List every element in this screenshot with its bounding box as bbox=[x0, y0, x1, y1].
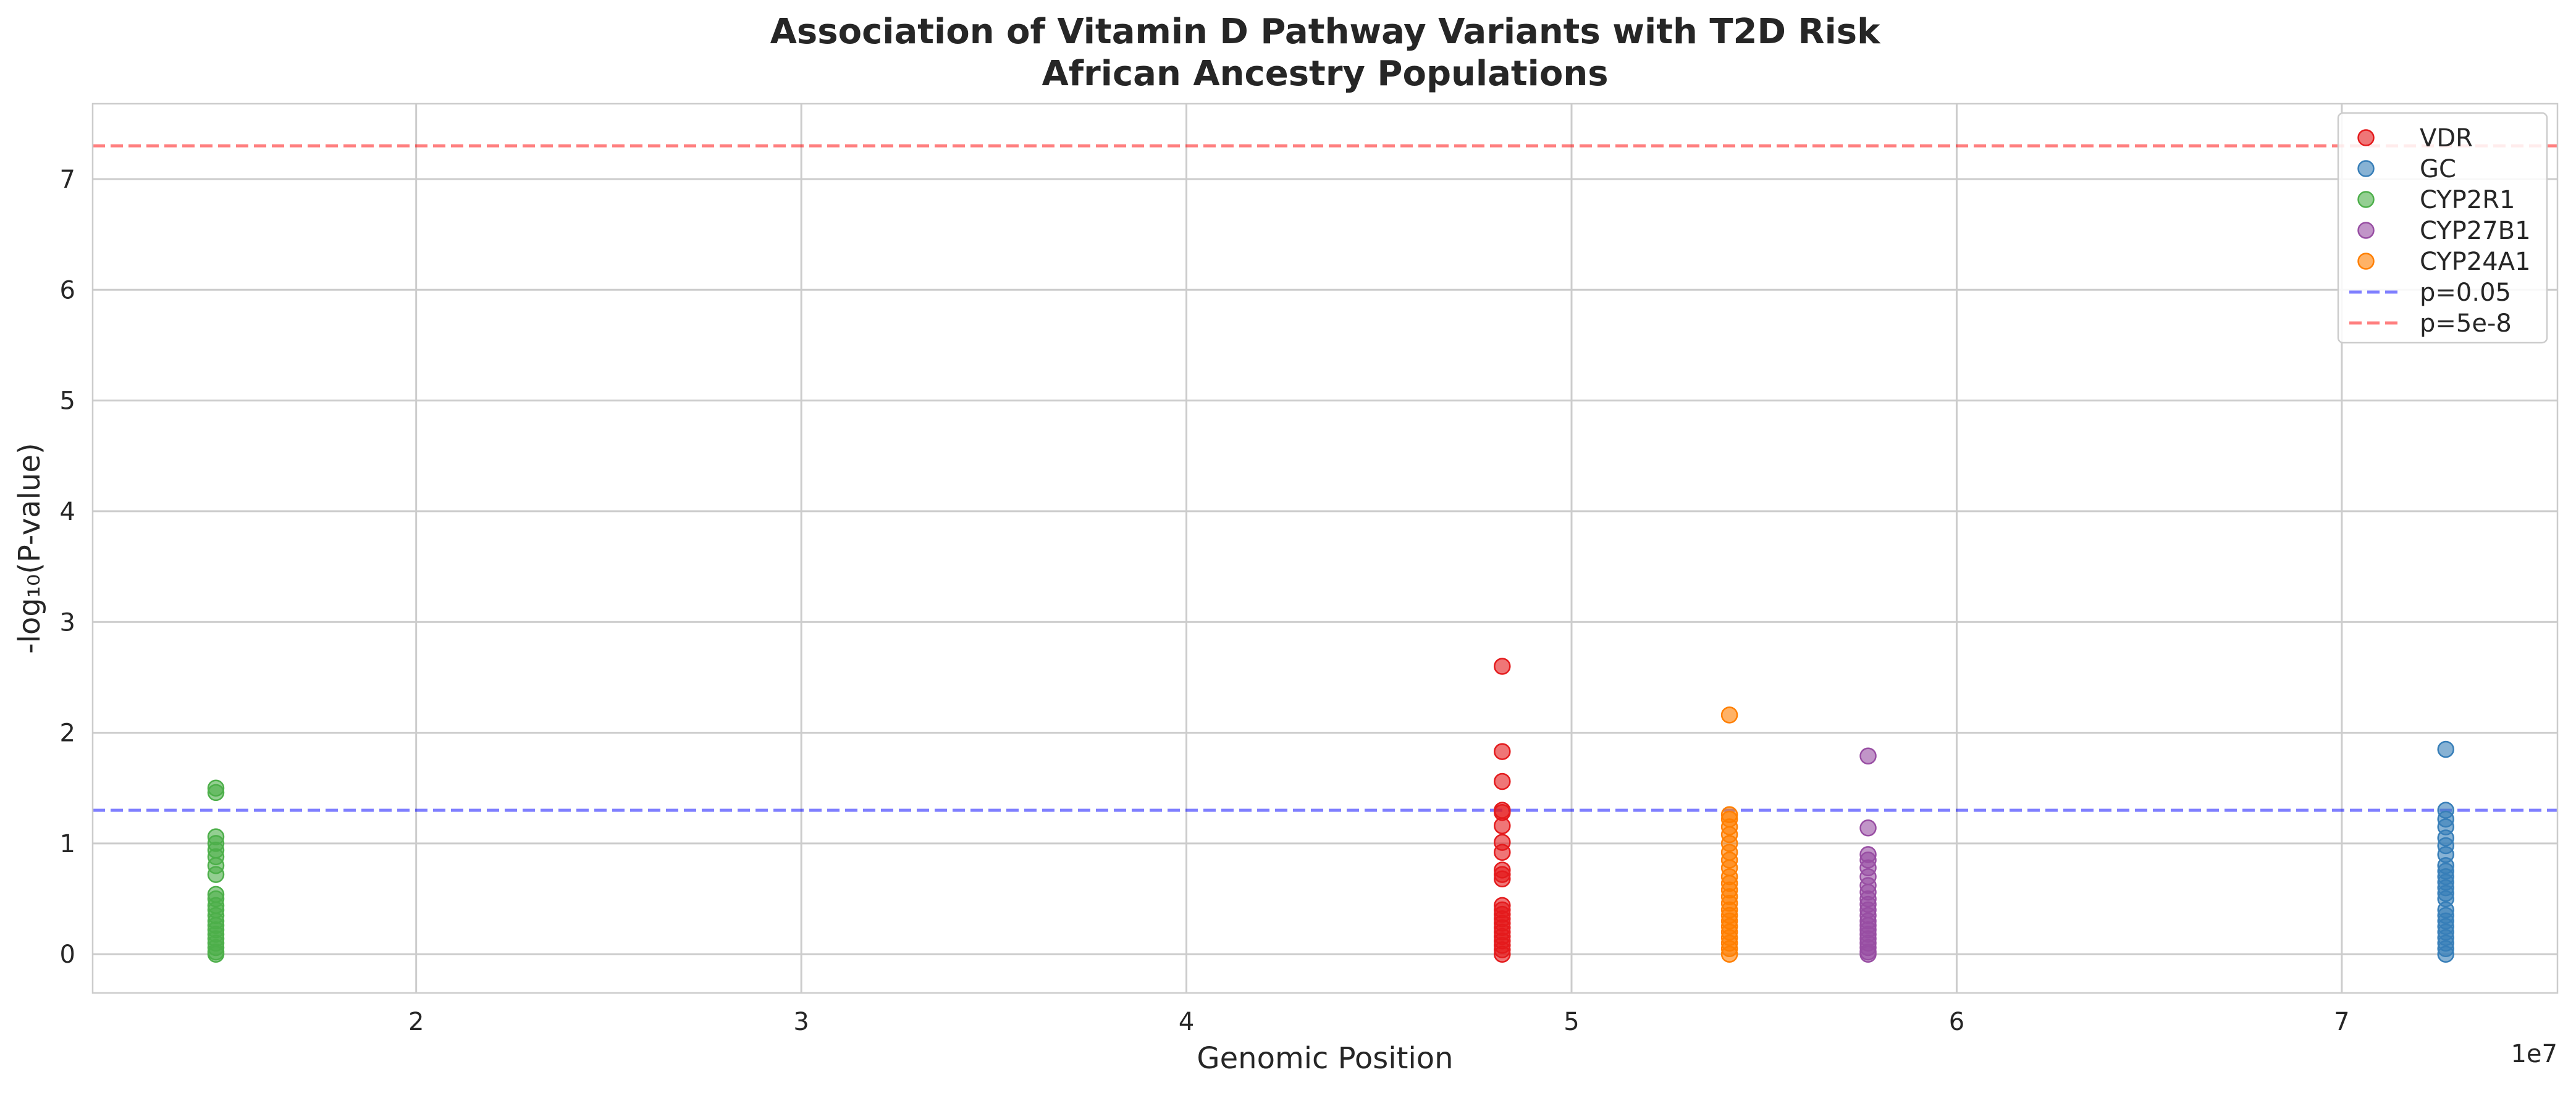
legend-label-cyp24a1: CYP24A1 bbox=[2420, 248, 2531, 276]
point-vdr bbox=[1494, 773, 1511, 790]
legend-label-gc: GC bbox=[2420, 155, 2456, 183]
y-tick-label: 0 bbox=[60, 940, 75, 969]
point-cyp24a1 bbox=[1720, 945, 1738, 963]
x-axis-offset: 1e7 bbox=[2511, 1040, 2557, 1068]
x-tick-label: 3 bbox=[793, 1008, 809, 1036]
point-cyp2r1 bbox=[207, 945, 225, 963]
point-vdr bbox=[1494, 743, 1511, 760]
point-cyp27b1 bbox=[1859, 945, 1877, 963]
point-vdr bbox=[1494, 870, 1511, 888]
y-tick-label: 7 bbox=[60, 165, 75, 194]
legend-label-vdr: VDR bbox=[2420, 124, 2473, 153]
point-vdr bbox=[1494, 658, 1511, 675]
legend-label-p=0.05: p=0.05 bbox=[2420, 278, 2511, 307]
legend-label-cyp27b1: CYP27B1 bbox=[2420, 217, 2531, 245]
y-tick-label: 4 bbox=[60, 498, 75, 526]
y-tick-label: 5 bbox=[60, 387, 75, 416]
chart-title: Association of Vitamin D Pathway Variant… bbox=[770, 12, 1882, 52]
y-axis-label: -log₁₀(P-value) bbox=[12, 443, 47, 653]
legend-marker-cyp27b1 bbox=[2357, 222, 2375, 239]
chart-subtitle: African Ancestry Populations bbox=[1042, 54, 1608, 94]
x-tick-label: 4 bbox=[1179, 1008, 1194, 1036]
legend-box bbox=[2337, 112, 2548, 344]
legend-label-p=5e-8: p=5e-8 bbox=[2420, 309, 2512, 338]
y-tick-label: 3 bbox=[60, 608, 75, 637]
legend-label-cyp2r1: CYP2R1 bbox=[2420, 186, 2515, 214]
point-gc bbox=[2437, 945, 2454, 963]
plot-background bbox=[93, 104, 2557, 993]
x-axis-label: Genomic Position bbox=[1197, 1041, 1453, 1076]
y-tick-label: 1 bbox=[60, 830, 75, 858]
x-tick-label: 5 bbox=[1564, 1008, 1579, 1036]
point-cyp2r1 bbox=[207, 784, 225, 802]
legend-marker-cyp2r1 bbox=[2357, 191, 2375, 208]
reference-lines bbox=[93, 144, 2557, 812]
x-tick-label: 2 bbox=[408, 1008, 424, 1036]
legend-marker-cyp24a1 bbox=[2357, 253, 2375, 270]
x-tick-labels: 2 3 4 5 6 7 bbox=[408, 1008, 2350, 1036]
plot-frame bbox=[91, 103, 2559, 994]
data-points bbox=[207, 658, 2454, 963]
y-tick-label: 6 bbox=[60, 276, 75, 304]
y-tick-label: 2 bbox=[60, 719, 75, 748]
point-cyp2r1 bbox=[207, 866, 225, 883]
point-cyp27b1 bbox=[1859, 747, 1877, 764]
point-cyp27b1 bbox=[1859, 819, 1877, 837]
y-tick-labels: 0 1 2 3 4 5 6 7 bbox=[60, 165, 75, 969]
legend-marker-vdr bbox=[2357, 129, 2375, 146]
x-tick-label: 7 bbox=[2334, 1008, 2349, 1036]
point-cyp24a1 bbox=[1720, 706, 1738, 724]
point-vdr bbox=[1494, 945, 1511, 963]
x-tick-label: 6 bbox=[1949, 1008, 1964, 1036]
point-gc bbox=[2437, 740, 2454, 758]
point-vdr bbox=[1494, 817, 1511, 834]
legend-marker-gc bbox=[2357, 160, 2375, 177]
point-vdr bbox=[1494, 844, 1511, 861]
